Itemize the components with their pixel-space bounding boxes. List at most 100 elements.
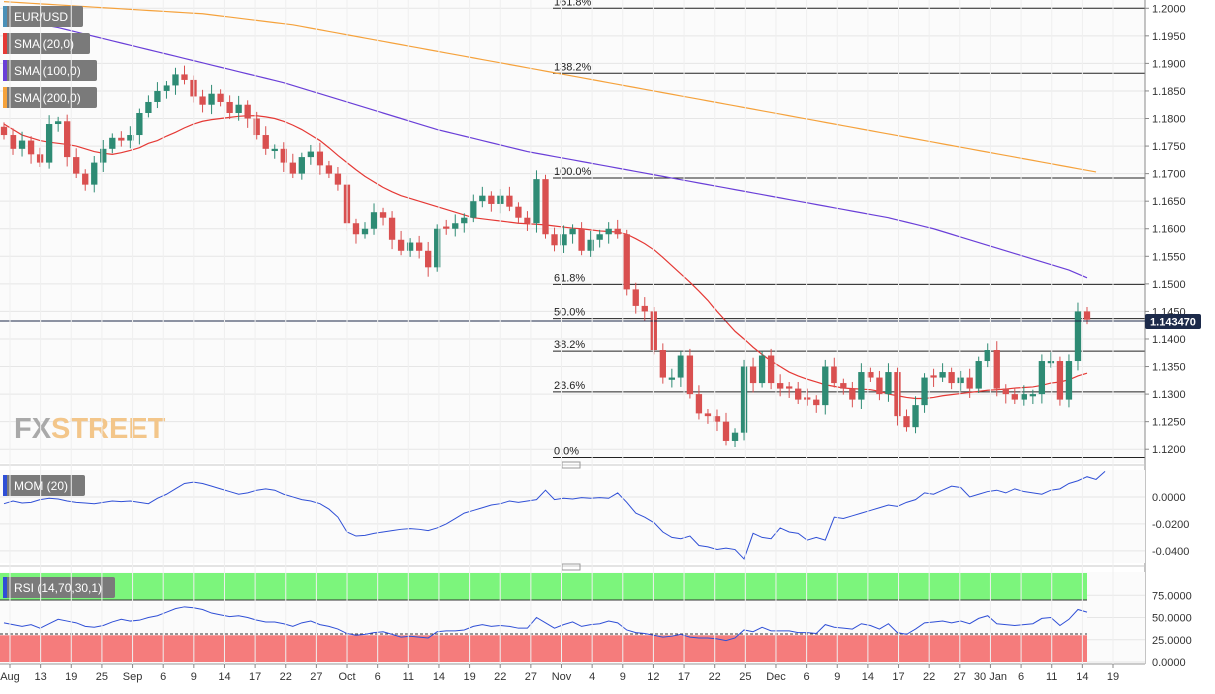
candle-body [749, 366, 757, 384]
x-tick-label: 30 Jan [974, 671, 1007, 683]
legend-sma20[interactable]: SMA (20,0) [3, 33, 90, 54]
rsi-grid [1087, 594, 1145, 663]
candle-body [235, 104, 242, 113]
candle-body [470, 201, 477, 218]
candle-body [993, 350, 1000, 389]
price-grid [0, 7, 1145, 450]
price-tick-label: 1.1300 [1152, 389, 1186, 401]
x-tick-label: 11 [1046, 671, 1057, 683]
candle-body [1056, 361, 1064, 400]
candle-body [316, 151, 324, 166]
candle-body [659, 350, 666, 378]
fib-label: 61.8% [554, 272, 585, 284]
fibonacci-levels: 161.8% 138.2% 100.0% 61.8% 50.0% 38.2% 23.6% 0.… [553, 0, 1145, 458]
candle-body [524, 217, 531, 224]
candle-body [163, 85, 170, 91]
candle-body [984, 350, 991, 362]
candle-body [1083, 311, 1091, 320]
sma100-line [3, 15, 1088, 279]
rsi-axis: 75.0000 50.0000 25.0000 0.0000 [1152, 590, 1192, 669]
momentum-tick-label: 0.0000 [1152, 492, 1186, 504]
candle-body [244, 104, 251, 119]
candle-body [154, 90, 161, 102]
price-tick-label: 1.1900 [1152, 58, 1186, 70]
candle-body [1011, 394, 1018, 400]
candle-body [226, 101, 233, 113]
candle-body [578, 228, 585, 251]
candle-body [957, 377, 964, 384]
candle-body [587, 239, 594, 251]
candle-body [795, 388, 802, 400]
rsi-label: RSI (14,70,30,1) [14, 581, 102, 595]
candle-body [560, 234, 567, 246]
candle-body [127, 135, 134, 141]
x-tick-label: 17 [678, 671, 690, 683]
candle-body [289, 162, 296, 174]
candle-body [0, 126, 8, 136]
rsi-tag[interactable]: RSI (14,70,30,1) [3, 577, 115, 598]
x-tick-label: 13 [35, 671, 47, 683]
legend-sma100[interactable]: SMA (100,0) [3, 60, 97, 81]
fxstreet-watermark: FX STREET [14, 413, 166, 445]
candle-body [623, 234, 630, 290]
x-tick-label: 25 [739, 671, 751, 683]
candle-body [975, 361, 982, 389]
candle-body [903, 416, 910, 428]
candle-body [262, 135, 269, 149]
watermark-fx: FX [14, 413, 52, 445]
x-tick-label: 19 [65, 671, 77, 683]
x-tick-label: 6 [1018, 671, 1024, 683]
x-tick-label: 17 [249, 671, 261, 683]
candle-body [939, 372, 946, 378]
candle-body [921, 377, 928, 406]
candle-body [361, 228, 369, 235]
candle-body [406, 242, 414, 251]
x-tick-label: 9 [620, 671, 626, 683]
candle-body [18, 140, 26, 149]
momentum-tick-label: -0.0200 [1152, 519, 1189, 531]
candle-body [641, 305, 648, 312]
candle-body [118, 137, 125, 141]
x-tick-label: 6 [160, 671, 166, 683]
candle-body [948, 372, 955, 384]
candle-body [54, 121, 62, 125]
candle-body [208, 93, 215, 105]
momentum-line [3, 470, 1106, 560]
candle-body [542, 179, 549, 235]
legend-sma200[interactable]: SMA (200,0) [3, 87, 97, 108]
candle-body [45, 124, 53, 163]
candle-body [27, 140, 35, 155]
candle-body [858, 372, 865, 400]
current-price-badge [1145, 314, 1201, 329]
x-tick-label: 14 [433, 671, 445, 683]
candle-body [307, 151, 315, 158]
symbol-tag[interactable]: EUR/USD [3, 6, 83, 27]
candle-body [551, 234, 558, 246]
candle-body [217, 93, 224, 102]
candle-body [695, 394, 703, 414]
x-tick-label: 22 [494, 671, 506, 683]
momentum-grid [0, 496, 1145, 552]
candle-body [9, 135, 17, 149]
x-tick-label: 9 [834, 671, 840, 683]
candle-body [786, 386, 793, 389]
price-tick-label: 1.1950 [1152, 31, 1186, 43]
x-tick-label: 9 [191, 671, 197, 683]
x-tick-label: 19 [1107, 671, 1119, 683]
candle-body [64, 121, 71, 158]
candle-body [425, 250, 432, 268]
candle-body [713, 416, 721, 422]
candle-body [461, 217, 468, 224]
candle-body [569, 228, 576, 235]
candle-body [280, 148, 287, 163]
rsi-oversold-zone [0, 635, 1087, 662]
sma200-line [3, 1, 1097, 173]
x-tick-label: 12 [647, 671, 659, 683]
candle-body [352, 223, 360, 235]
x-tick-label: Nov [552, 671, 572, 683]
rsi-tick-label: 25.0000 [1152, 635, 1192, 647]
price-tick-label: 1.1650 [1152, 196, 1186, 208]
mom-tag[interactable]: MOM (20) [3, 475, 85, 496]
